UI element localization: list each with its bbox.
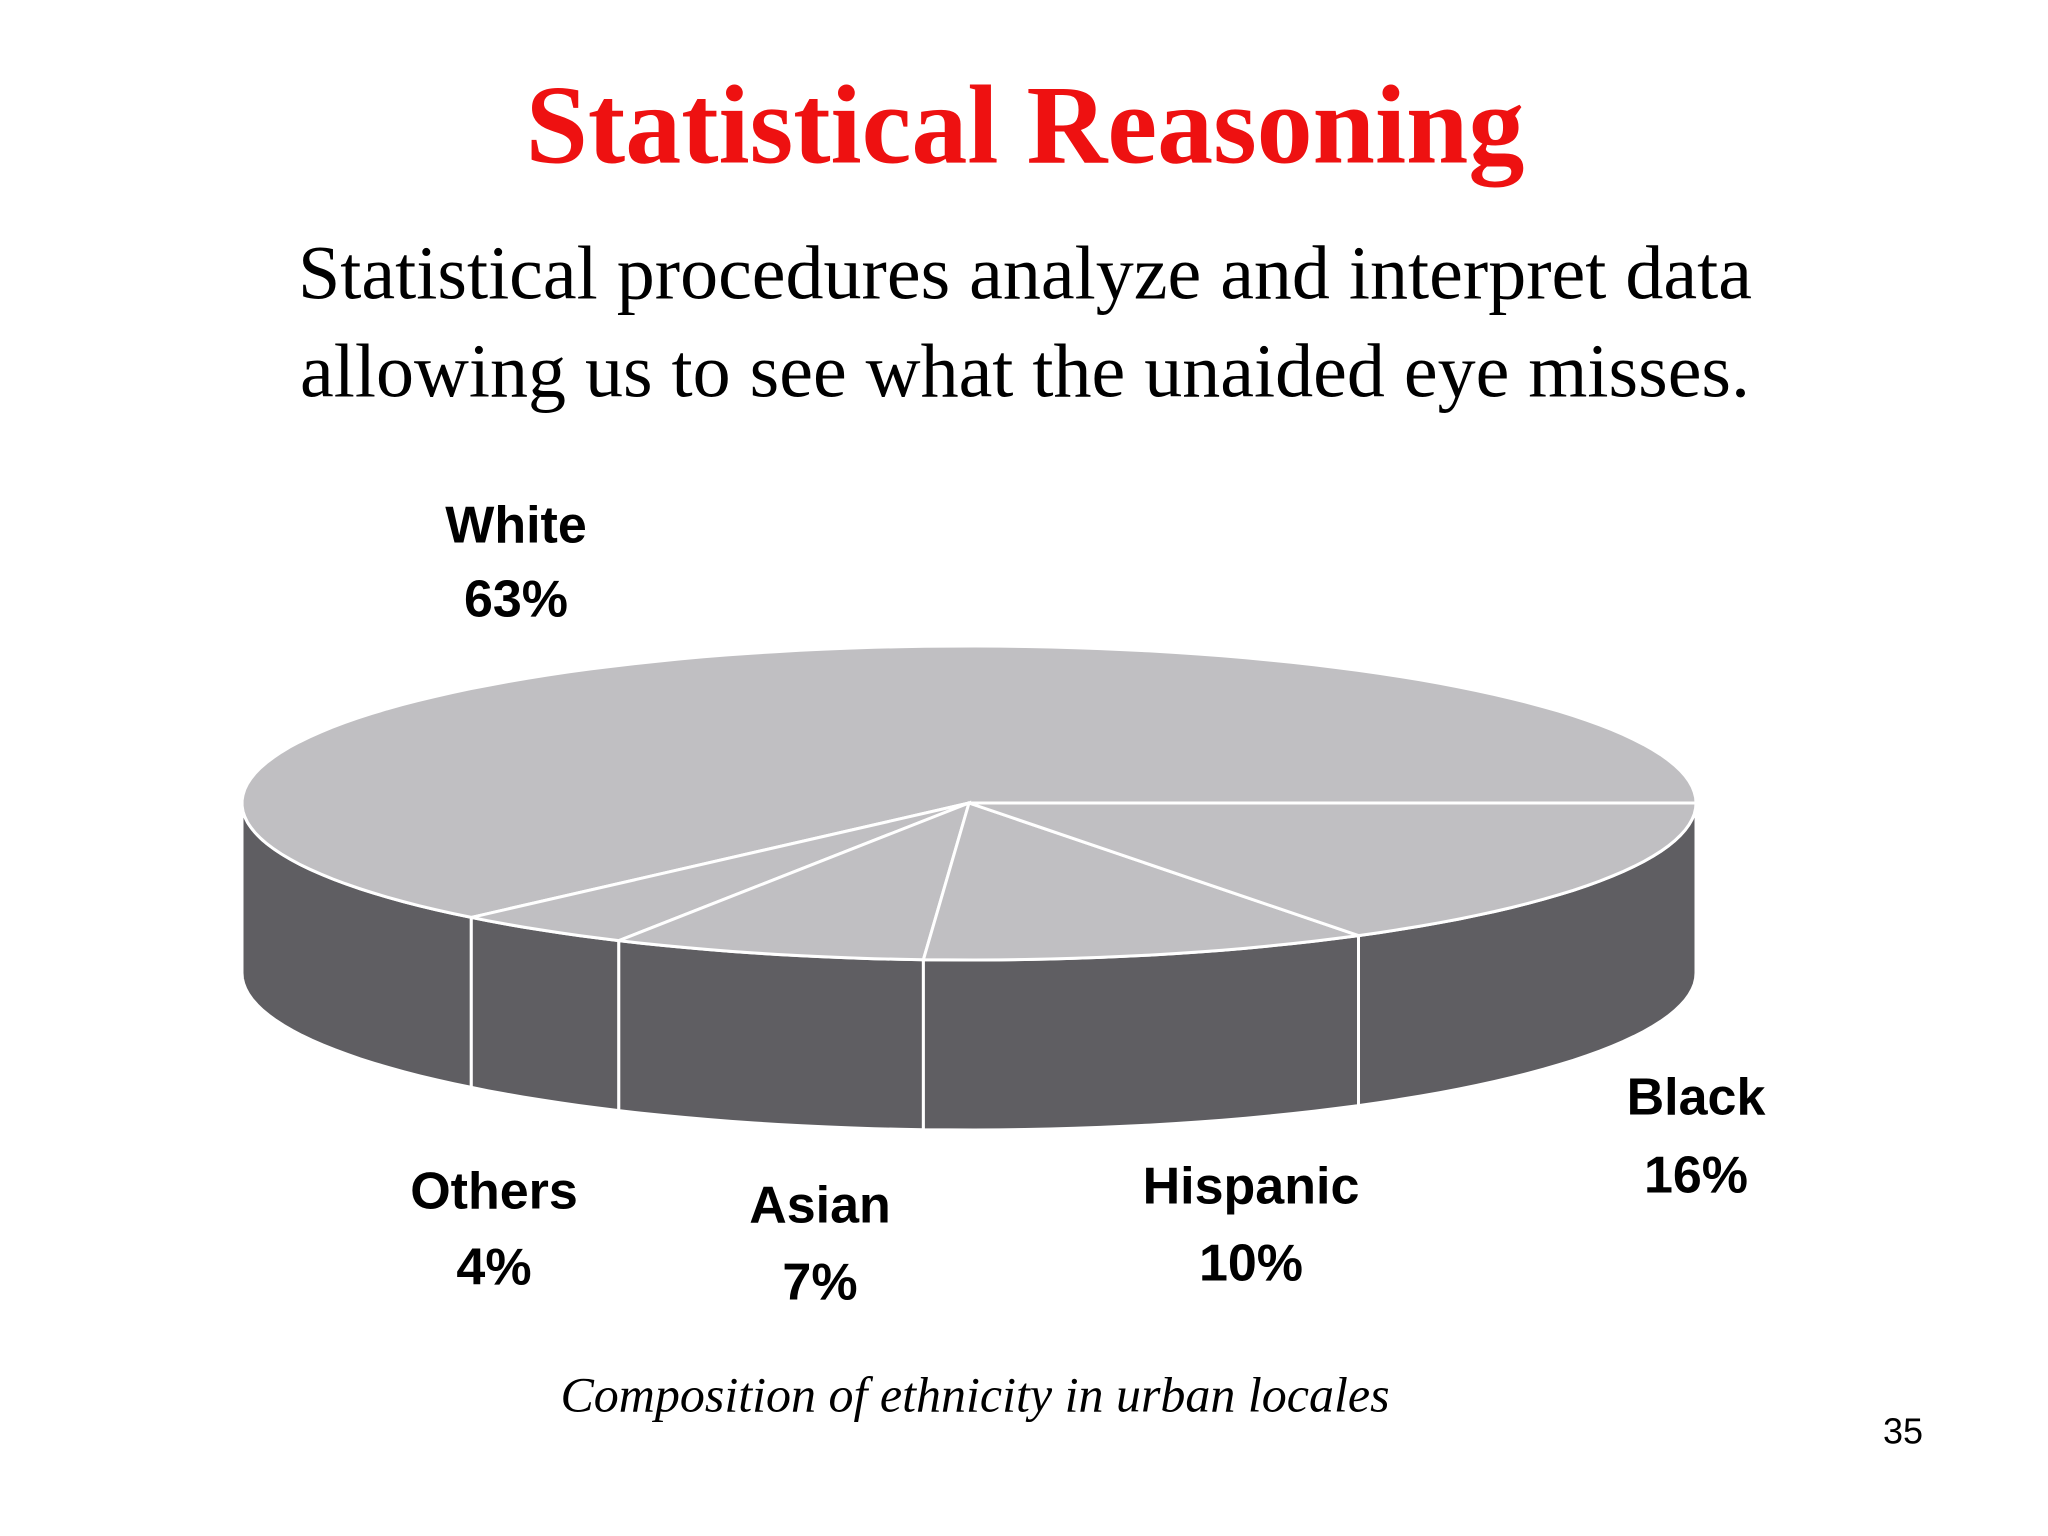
slice-side [469, 915, 621, 1113]
slice [968, 801, 1698, 938]
slice-label: Others [410, 1163, 578, 1221]
chart-caption: Composition of ethnicity in urban locale… [560, 1366, 1389, 1422]
slice-label: Black [1627, 1069, 1766, 1127]
slice [618, 800, 972, 962]
slide-title: Statistical Reasoning [526, 64, 1525, 188]
slice-label: Asian [749, 1177, 891, 1235]
slice-side [921, 933, 1360, 1132]
value-label: 7% [782, 1254, 857, 1312]
slice-label: Hispanic [1143, 1158, 1360, 1216]
pie-chart [240, 644, 1698, 1132]
slice [921, 801, 1359, 962]
slice [470, 801, 970, 943]
body-line: Statistical procedures analyze and inter… [298, 231, 1752, 315]
value-label: 4% [456, 1239, 531, 1297]
slice-side [617, 938, 925, 1132]
page-number: 35 [1883, 1411, 1923, 1452]
value-label: 63% [464, 571, 568, 629]
slice-label: White [445, 497, 587, 555]
value-label: 16% [1644, 1147, 1748, 1205]
value-label: 10% [1199, 1235, 1303, 1293]
body-line: allowing us to see what the unaided eye … [300, 329, 1750, 413]
slice [240, 644, 1698, 919]
